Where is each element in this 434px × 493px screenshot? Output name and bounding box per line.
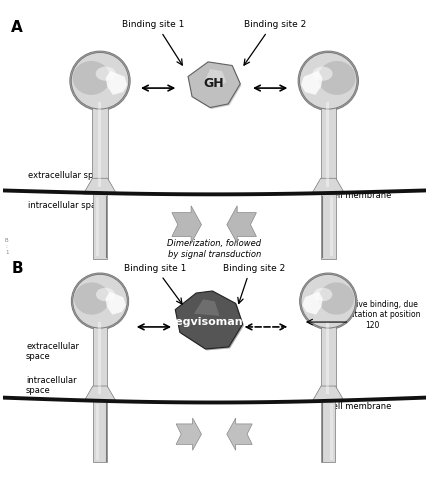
Polygon shape — [194, 299, 220, 316]
Text: B: B — [11, 261, 23, 276]
Polygon shape — [176, 418, 201, 450]
Text: ineffective binding, due
to a mutation at position
120: ineffective binding, due to a mutation a… — [325, 300, 421, 330]
Polygon shape — [93, 401, 107, 462]
Bar — [98, 103, 101, 187]
Ellipse shape — [301, 275, 355, 328]
Ellipse shape — [313, 288, 332, 301]
Text: Binding site 2: Binding site 2 — [244, 20, 306, 29]
Text: intracellular space: intracellular space — [28, 201, 106, 210]
Polygon shape — [84, 386, 116, 401]
Text: cell membrane: cell membrane — [329, 191, 392, 200]
Bar — [98, 321, 101, 394]
Polygon shape — [93, 324, 107, 392]
Text: extracellular space: extracellular space — [28, 172, 108, 180]
Polygon shape — [188, 62, 240, 107]
Polygon shape — [322, 401, 335, 462]
Bar — [326, 103, 329, 187]
Ellipse shape — [298, 51, 358, 110]
Polygon shape — [312, 386, 344, 401]
Polygon shape — [312, 178, 345, 194]
Ellipse shape — [318, 61, 355, 95]
Polygon shape — [204, 69, 226, 87]
Bar — [330, 197, 333, 256]
Polygon shape — [105, 292, 126, 315]
Polygon shape — [189, 63, 241, 109]
Polygon shape — [321, 105, 336, 184]
Polygon shape — [301, 71, 322, 95]
Bar — [326, 321, 329, 394]
Polygon shape — [321, 194, 335, 259]
Ellipse shape — [312, 67, 332, 81]
Text: extracellular
space: extracellular space — [26, 342, 79, 361]
Bar — [96, 403, 99, 460]
Ellipse shape — [299, 52, 357, 109]
Ellipse shape — [73, 61, 110, 95]
Text: cell membrane: cell membrane — [329, 402, 392, 411]
Text: Binding site 1: Binding site 1 — [124, 264, 186, 273]
Text: Binding site 1: Binding site 1 — [122, 20, 184, 29]
Ellipse shape — [73, 275, 127, 328]
Polygon shape — [175, 291, 243, 349]
Ellipse shape — [74, 282, 109, 315]
Ellipse shape — [70, 51, 130, 110]
Polygon shape — [177, 292, 244, 351]
Text: Dimerization, followed
by signal transduction: Dimerization, followed by signal transdu… — [167, 239, 261, 259]
Polygon shape — [227, 206, 256, 244]
Text: Pegvisomant: Pegvisomant — [168, 317, 248, 327]
Polygon shape — [227, 418, 252, 450]
Text: Binding site 2: Binding site 2 — [223, 264, 286, 273]
Polygon shape — [172, 206, 201, 244]
Ellipse shape — [319, 282, 354, 315]
Ellipse shape — [96, 288, 115, 301]
Polygon shape — [92, 105, 108, 184]
Ellipse shape — [299, 273, 357, 329]
Bar — [330, 403, 333, 460]
Polygon shape — [93, 194, 107, 259]
Text: intracellular
space: intracellular space — [26, 376, 77, 395]
Ellipse shape — [71, 52, 129, 109]
Polygon shape — [302, 292, 323, 315]
Text: B
:
1: B : 1 — [5, 238, 9, 255]
Polygon shape — [106, 71, 127, 95]
Ellipse shape — [95, 67, 116, 81]
Polygon shape — [83, 178, 117, 194]
Text: GH: GH — [204, 77, 224, 90]
Text: A: A — [11, 20, 23, 35]
Bar — [95, 197, 99, 256]
Ellipse shape — [71, 273, 129, 329]
Polygon shape — [321, 324, 335, 392]
